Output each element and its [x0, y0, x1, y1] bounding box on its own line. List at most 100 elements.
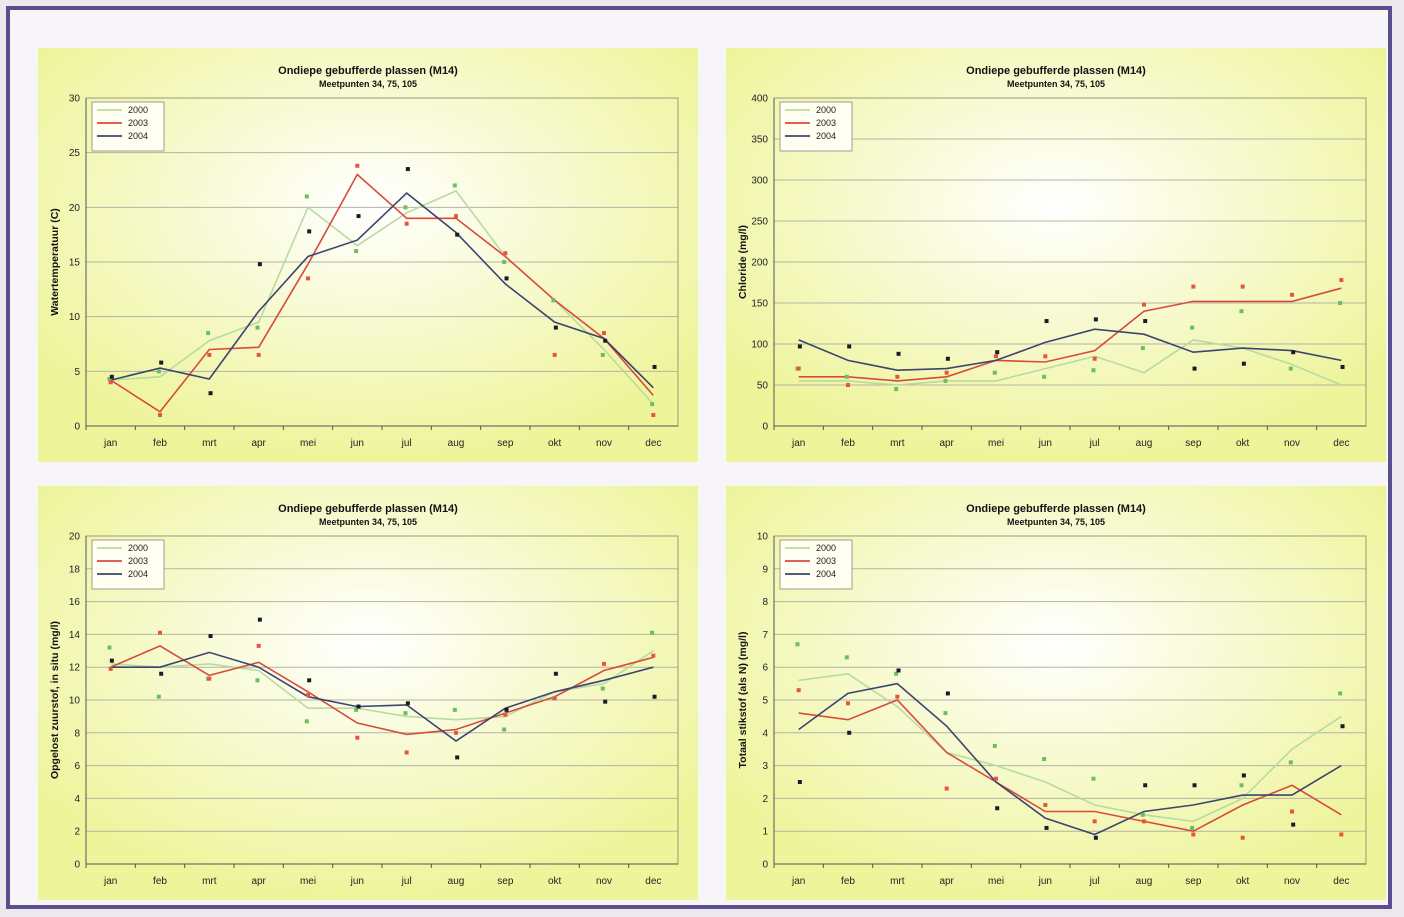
y-tick-label: 12 — [69, 663, 81, 674]
data-point — [1091, 776, 1096, 781]
y-tick-label: 150 — [751, 299, 768, 310]
data-point — [894, 671, 899, 676]
x-tick-label-mrt: mrt — [202, 876, 217, 887]
data-point — [896, 351, 901, 356]
data-point — [208, 391, 213, 396]
data-point — [796, 688, 801, 693]
data-point — [844, 374, 849, 379]
data-point — [994, 354, 998, 359]
y-tick-label: 400 — [751, 94, 768, 105]
data-point — [1143, 783, 1148, 788]
data-point — [1340, 724, 1345, 729]
data-point — [1091, 368, 1096, 373]
data-point — [405, 167, 410, 172]
chart-title: Ondiepe gebufferde plassen (M14) — [966, 503, 1146, 515]
y-tick-label: 6 — [762, 663, 768, 674]
data-point — [1092, 356, 1097, 361]
series-line-2003 — [798, 287, 1342, 382]
data-point — [1143, 319, 1148, 324]
legend-label-2004: 2004 — [128, 131, 148, 141]
data-point — [1093, 835, 1098, 840]
series-line-2000 — [798, 339, 1342, 386]
data-point — [404, 750, 409, 755]
x-tick-label-feb: feb — [153, 876, 167, 887]
y-tick-label: 0 — [74, 422, 80, 433]
data-point — [1241, 361, 1246, 366]
x-tick-label-apr: apr — [251, 876, 266, 887]
x-tick-label-mei: mei — [988, 876, 1004, 887]
data-point — [992, 743, 997, 748]
data-point — [207, 352, 212, 357]
data-point — [108, 666, 113, 671]
x-tick-label-mei: mei — [300, 876, 316, 887]
x-tick-label-dec: dec — [645, 438, 661, 449]
data-point — [895, 694, 900, 699]
legend-label-2000: 2000 — [816, 105, 836, 115]
data-point — [1140, 812, 1145, 817]
x-tick-label-nov: nov — [1284, 876, 1300, 887]
data-point — [1290, 809, 1294, 814]
x-tick-label-jun: jun — [350, 438, 364, 449]
data-point — [1338, 301, 1343, 305]
data-point — [603, 338, 608, 343]
chart-title: Ondiepe gebufferde plassen (M14) — [278, 503, 458, 515]
data-point — [945, 356, 950, 361]
data-point — [206, 331, 211, 336]
data-point — [404, 221, 409, 226]
data-point — [356, 214, 361, 219]
data-point — [553, 671, 558, 676]
x-tick-label-jan: jan — [103, 438, 117, 449]
chart-panel-zuurstof: 0 2 4 6 8 10 12 14 16 18 20 jan feb mrt apr mei jun jul au… — [38, 486, 698, 900]
x-tick-label-sep: sep — [1185, 438, 1202, 449]
data-point — [1190, 325, 1195, 330]
y-tick-label: 18 — [69, 564, 81, 575]
data-point — [602, 331, 606, 336]
data-point — [208, 634, 213, 639]
x-tick-label-okt: okt — [548, 876, 562, 887]
data-point — [403, 711, 408, 716]
y-tick-label: 4 — [74, 794, 80, 805]
data-point — [797, 780, 802, 784]
data-point — [1192, 783, 1197, 788]
y-tick-label: 20 — [69, 532, 81, 543]
y-tick-label: 5 — [74, 367, 80, 378]
data-point — [1142, 819, 1146, 824]
legend: 2000 2003 2004 — [779, 101, 853, 152]
chart-panel-watertemperatuur: 0 5 10 15 20 25 30 jan feb mrt apr mei jun jul aug sep o… — [38, 48, 698, 462]
data-point — [158, 630, 162, 635]
series-line-2000 — [110, 189, 654, 405]
y-tick-label: 10 — [69, 696, 81, 707]
data-point — [797, 344, 802, 349]
data-point — [307, 229, 312, 234]
data-point — [502, 260, 507, 264]
data-point — [1044, 825, 1049, 830]
y-tick-label: 0 — [762, 422, 768, 433]
x-tick-label-aug: aug — [448, 438, 465, 449]
data-point — [1190, 825, 1195, 830]
data-point — [1288, 760, 1293, 765]
data-point — [995, 350, 1000, 355]
data-point — [1043, 802, 1048, 807]
x-tick-label-jan: jan — [791, 438, 805, 449]
y-tick-label: 0 — [74, 860, 80, 871]
x-tick-label-apr: apr — [939, 438, 954, 449]
data-point — [552, 696, 557, 701]
data-point — [504, 707, 509, 712]
y-tick-label: 25 — [69, 148, 81, 159]
data-point — [452, 707, 457, 712]
y-tick-label: 7 — [762, 630, 768, 641]
data-point — [600, 686, 605, 691]
x-tick-label-feb: feb — [153, 438, 167, 449]
data-point — [257, 262, 262, 267]
series-line-2000 — [798, 672, 1342, 823]
data-point — [1192, 366, 1197, 371]
series-line-2003 — [798, 699, 1342, 833]
data-point — [1339, 832, 1344, 837]
data-point — [994, 776, 998, 781]
chart-svg: 0 5 10 15 20 25 30 jan feb mrt apr mei jun jul aug sep o… — [38, 48, 698, 462]
data-point — [107, 376, 112, 381]
data-point — [256, 352, 261, 357]
data-point — [603, 699, 608, 704]
x-tick-label-nov: nov — [596, 438, 612, 449]
legend-label-2003: 2003 — [816, 556, 836, 566]
